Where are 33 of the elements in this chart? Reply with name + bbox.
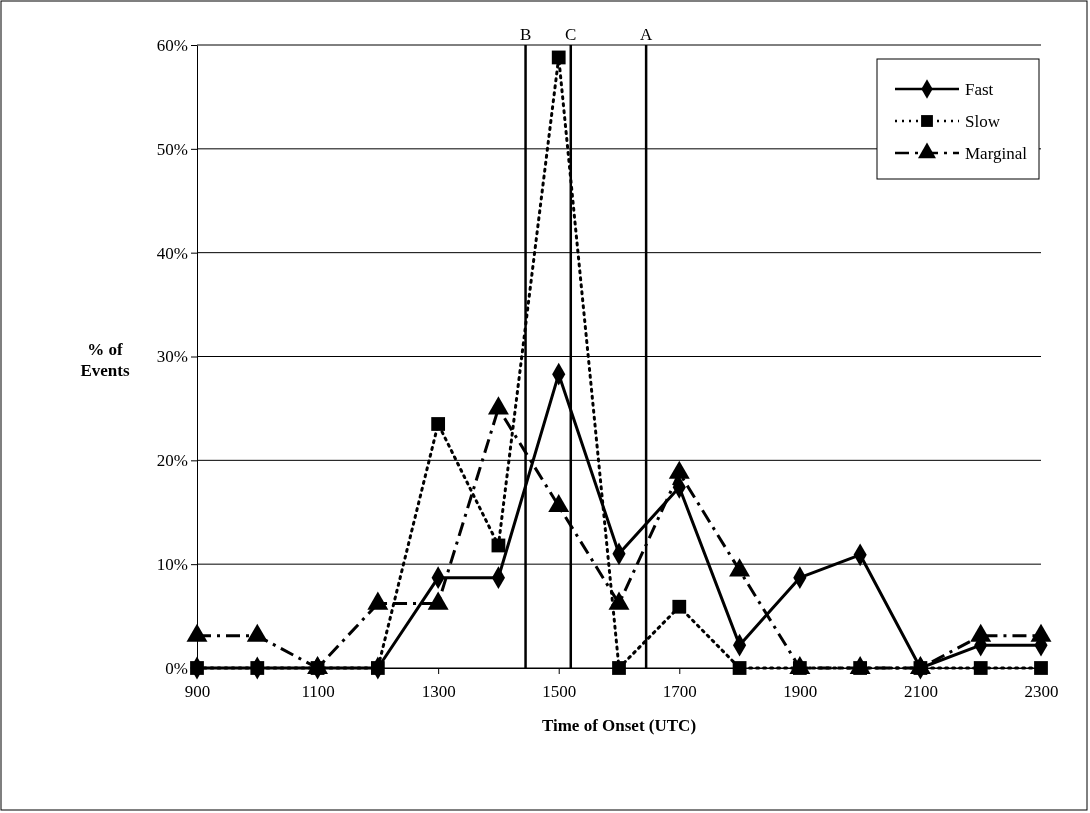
x-tick-label: 1100 (301, 682, 335, 702)
point (672, 599, 687, 614)
point (370, 661, 385, 675)
y-tick-label: 20% (156, 451, 188, 471)
y-tick-label: 10% (156, 555, 188, 575)
legend-label: Fast (965, 80, 994, 99)
point (190, 661, 204, 675)
point (1034, 661, 1048, 675)
ref-line-label: B (519, 25, 532, 44)
y-tick-label: 30% (156, 347, 188, 367)
x-tick-label: 2300 (1024, 682, 1059, 702)
y-tick-label: 60% (156, 35, 188, 55)
y-tick-label: 40% (156, 243, 188, 263)
ref-line-label: A (639, 25, 653, 44)
x-tick-label: 1300 (421, 682, 456, 702)
x-tick-label: 1900 (783, 682, 818, 702)
x-tick-label: 1500 (542, 682, 577, 702)
point (612, 661, 626, 675)
point (551, 50, 566, 65)
point (973, 661, 988, 675)
x-tick-label: 1700 (662, 682, 697, 702)
ref-line-label: C (565, 25, 577, 44)
y-tick-label: 0% (165, 658, 188, 678)
x-tick-label: 2100 (903, 682, 938, 702)
y-axis-title: % of Events (80, 339, 130, 380)
x-axis-title: Time of Onset (UTC) (541, 716, 697, 735)
legend-label: Marginal (965, 144, 1028, 163)
legend-label: Slow (965, 112, 1001, 131)
point (250, 661, 265, 675)
point (732, 661, 747, 675)
y-tick-label: 50% (156, 139, 188, 159)
point (431, 417, 446, 431)
x-tick-label: 900 (184, 682, 211, 702)
